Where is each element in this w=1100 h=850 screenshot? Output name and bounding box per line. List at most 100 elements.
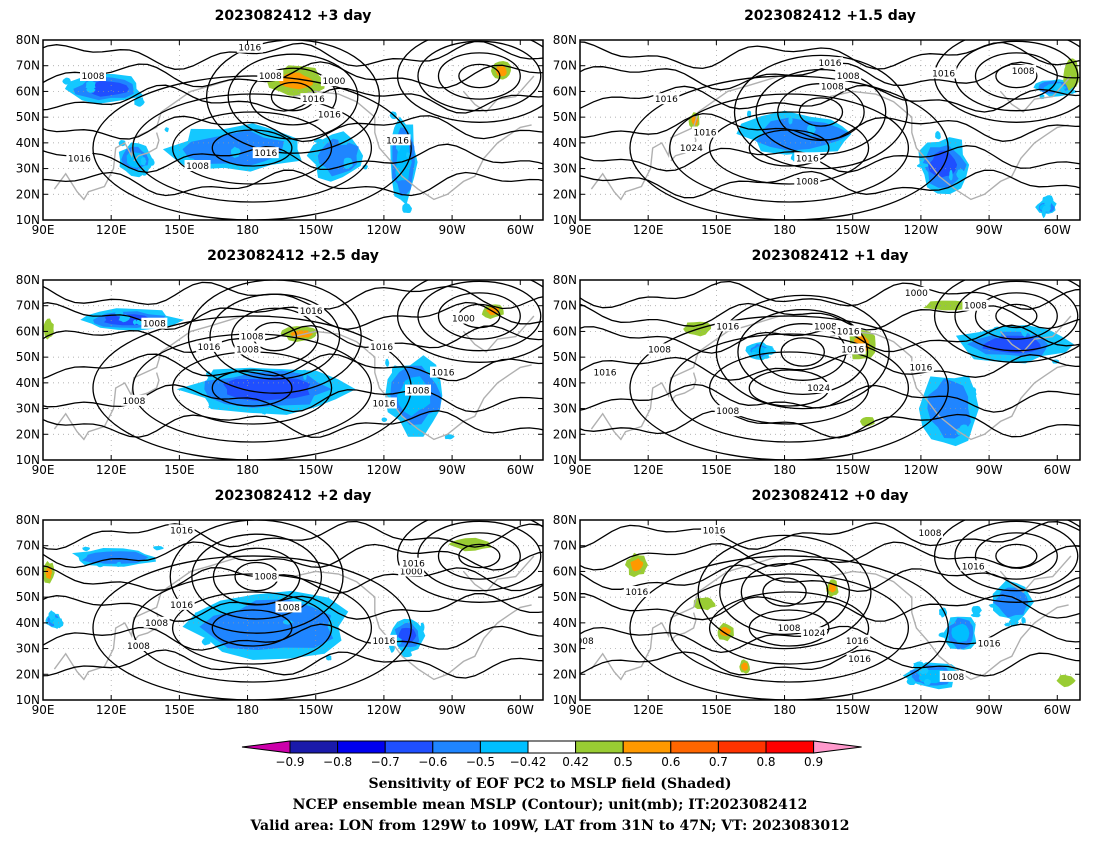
mslp-contour-cell <box>417 280 542 352</box>
y-tick-label: 60N <box>16 324 40 338</box>
contour-label-bg <box>801 627 828 639</box>
y-tick-label: 60N <box>553 84 577 98</box>
negative-shading-core <box>398 627 417 644</box>
colorbar-segment <box>384 740 434 754</box>
negative-shading-speck <box>381 417 388 422</box>
panel-frame <box>42 519 544 701</box>
panel-frame <box>42 279 544 461</box>
y-tick-label: 30N <box>553 642 577 656</box>
x-tick-label: 150W <box>298 223 333 237</box>
contour-label: 1016 <box>386 136 409 146</box>
positive-shading-outer <box>448 537 493 552</box>
contour-label-bg <box>316 108 343 120</box>
negative-shading-speck <box>314 138 325 144</box>
mslp-contour-cell <box>708 111 870 185</box>
y-tick-label: 30N <box>553 402 577 416</box>
contour-label: 1016 <box>819 59 842 69</box>
negative-shading-core <box>86 80 129 97</box>
negative-shading-speck <box>956 169 967 180</box>
x-tick-label: 180 <box>236 703 259 717</box>
contour-label: 1016 <box>716 322 739 332</box>
contour-label-bg <box>846 652 873 664</box>
mslp-contour <box>580 623 1080 654</box>
y-tick-label: 60N <box>16 84 40 98</box>
y-tick-label: 40N <box>16 376 40 390</box>
contour-label: 1016 <box>846 637 869 647</box>
contour-label: 1008 <box>259 72 282 82</box>
contour-label: 1008 <box>407 387 430 397</box>
y-tick-label: 70N <box>553 59 577 73</box>
mslp-contour-cell <box>205 40 381 154</box>
mslp-contour-cell <box>437 292 521 340</box>
panel-title-0: 2023082412 +3 day <box>214 8 372 24</box>
mslp-contour-cell <box>187 280 362 394</box>
contour-label: 1008 <box>82 72 105 82</box>
coastline <box>53 315 271 441</box>
coastline <box>133 132 160 162</box>
mslp-contour-cell <box>437 532 521 580</box>
mslp-contour-cell <box>933 280 1080 363</box>
coastline <box>999 315 1072 353</box>
mslp-contour-cell <box>417 520 542 592</box>
contour-label: 1008 <box>821 82 844 92</box>
x-tick-label: 120E <box>633 463 664 477</box>
mslp-contour <box>580 145 1080 173</box>
colorbar-segment <box>717 740 767 754</box>
contour-label-bg <box>678 142 705 153</box>
coastline <box>462 555 535 593</box>
mslp-contour-cell <box>995 543 1038 569</box>
colorbar-tick-label: −0.9 <box>275 755 304 769</box>
colorbar-tick-label: 0.6 <box>661 755 680 769</box>
contour-label: 1000 <box>452 315 475 325</box>
x-tick-label: 150W <box>835 463 870 477</box>
x-tick-label: 180 <box>773 463 796 477</box>
contour-label: 1016 <box>909 363 932 373</box>
contour-label-bg <box>907 361 934 373</box>
contour-label-bg <box>976 637 1003 649</box>
map-panel-0: 1016100810001016100810161016100810161016… <box>16 33 544 237</box>
colorbar-high-arrow <box>813 740 862 754</box>
mslp-contour-cell <box>396 520 543 603</box>
y-tick-label: 70N <box>16 59 40 73</box>
y-tick-label: 50N <box>553 350 577 364</box>
contour-label: 1008 <box>837 72 860 82</box>
contour-label-bg <box>66 152 93 164</box>
contour-label-bg <box>80 70 106 81</box>
mslp-contour-cell <box>458 63 501 89</box>
panel-title-4: 2023082412 +2 day <box>214 488 372 504</box>
x-tick-label: 120E <box>96 703 127 717</box>
negative-shading-speck <box>134 96 145 107</box>
contour-label-bg <box>653 93 680 105</box>
negative-shading-speck <box>948 169 953 181</box>
contour-label-bg <box>400 557 427 569</box>
colorbar-tick-label: 0.5 <box>614 755 633 769</box>
mslp-contour <box>580 410 1080 439</box>
x-tick-label: 150W <box>298 703 333 717</box>
y-tick-label: 50N <box>16 590 40 604</box>
panel-frame <box>42 39 544 221</box>
y-tick-label: 40N <box>553 376 577 390</box>
negative-shading-speck <box>406 152 410 158</box>
mslp-contour-cell <box>169 520 344 634</box>
contour-label: 1016 <box>254 149 277 159</box>
mslp-contour-cell <box>954 280 1079 352</box>
y-tick-label: 40N <box>553 136 577 150</box>
contour-label: 1000 <box>400 567 423 577</box>
contour-label: 1016 <box>197 343 220 353</box>
contour-label: 1016 <box>370 343 393 353</box>
x-tick-label: 150W <box>835 703 870 717</box>
y-tick-label: 30N <box>16 402 40 416</box>
mslp-contour-cell <box>211 609 293 647</box>
positive-shading-core <box>495 66 507 77</box>
y-tick-label: 10N <box>553 213 577 227</box>
contour-label: 1008 <box>964 302 987 312</box>
contour-label-bg <box>817 57 843 69</box>
positive-shading-core <box>719 627 731 637</box>
mslp-contour-cell <box>458 543 501 569</box>
positive-shading-core <box>45 566 52 580</box>
mslp-contour-cell <box>974 52 1058 100</box>
